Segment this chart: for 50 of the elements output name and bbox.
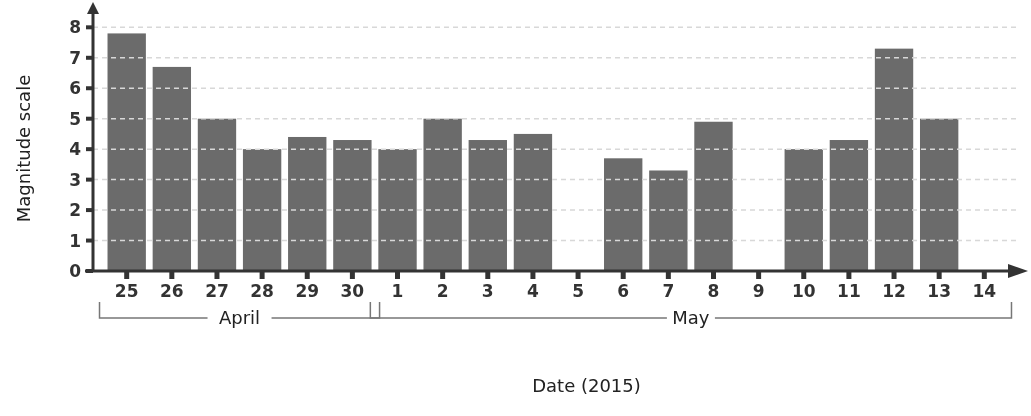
x-tick-label: 4: [527, 281, 540, 301]
x-tick-label: 3: [481, 281, 494, 301]
y-tick-label: 4: [69, 139, 82, 160]
x-tick-label: 8: [707, 281, 720, 301]
x-tick-label: 9: [752, 281, 765, 301]
x-tick-label: 5: [572, 281, 584, 301]
bar: [829, 140, 869, 271]
bar: [333, 140, 372, 271]
bar: [423, 118, 462, 271]
y-tick-label: 7: [69, 47, 81, 68]
x-tick-label: 6: [617, 281, 630, 301]
x-tick-label: 26: [160, 281, 184, 301]
text: April: [218, 307, 261, 329]
x-tick-label: 28: [250, 281, 274, 301]
bar: [468, 140, 507, 271]
bar: [513, 133, 553, 271]
bar: [197, 118, 237, 271]
y-tick-label: 0: [69, 261, 82, 282]
x-axis-title: Date (2015): [532, 375, 641, 396]
bar: [874, 48, 914, 271]
x-tick-label: 27: [205, 281, 229, 301]
x-tick-label: 10: [791, 281, 816, 301]
y-tick-label: 5: [69, 108, 81, 129]
y-tick-label: 2: [69, 200, 81, 221]
x-tick-label: 7: [662, 281, 675, 301]
x-tick-label: 12: [882, 281, 906, 301]
x-tick-label: 25: [114, 281, 139, 301]
bar: [107, 33, 146, 271]
bar: [378, 149, 417, 271]
y-tick-label: 3: [69, 169, 81, 190]
text: May: [672, 307, 710, 329]
x-tick-label: 13: [927, 281, 951, 301]
x-tick-label: 29: [295, 281, 320, 301]
x-tick-label: 30: [340, 281, 365, 301]
y-axis-title: Magnitude scale: [13, 74, 34, 223]
y-tick-label: 1: [69, 230, 81, 251]
x-tick-label: 2: [436, 281, 449, 301]
bar: [694, 121, 733, 271]
x-tick-label: 14: [972, 281, 997, 301]
bar: [152, 66, 192, 271]
x-tick-label: 1: [391, 281, 404, 301]
x-tick-label: 11: [837, 281, 861, 301]
y-tick-label: 6: [69, 78, 81, 99]
bar: [604, 158, 643, 271]
y-tick-label: 8: [69, 17, 81, 38]
bar: [649, 170, 688, 271]
bar: [288, 136, 327, 271]
bar: [784, 149, 823, 271]
bar: [919, 118, 959, 271]
bar: [242, 149, 282, 271]
